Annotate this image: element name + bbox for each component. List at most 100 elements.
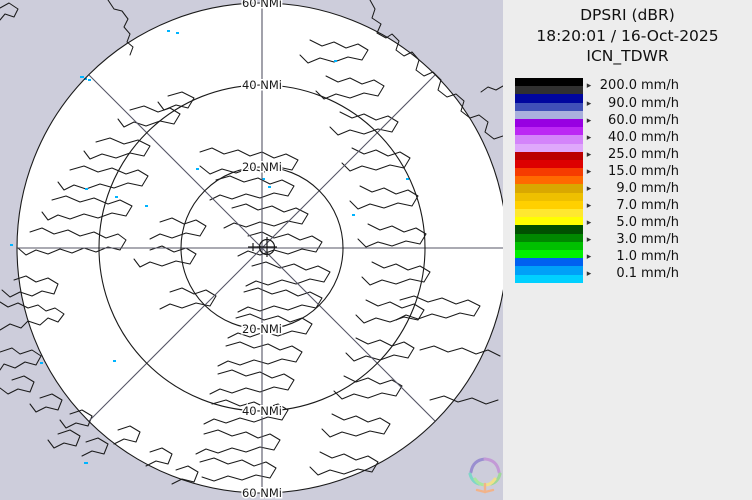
color-scale-band <box>515 143 583 152</box>
legend-tick-icon: ▸ <box>586 218 592 228</box>
color-scale-legend[interactable]: ▸ 200.0 mm/h ▸ 90.0 mm/h ▸ 60.0 mm/h ▸ 40.0 mm/h ▸ 25… <box>511 78 752 286</box>
legend-unit: mm/h <box>641 181 679 196</box>
legend-entry[interactable]: ▸ 90.0 mm/h <box>583 96 679 112</box>
color-scale-bar <box>515 78 583 283</box>
color-scale-band <box>515 176 583 185</box>
range-ring-label: 20 NMi <box>242 322 282 336</box>
legend-unit: mm/h <box>641 198 679 213</box>
color-scale-band <box>515 209 583 218</box>
radar-site-name: ICN_TDWR <box>586 47 669 65</box>
radar-image-panel[interactable]: 60 NMi 60 NMi 60 NMi 60 NMi 40 NMi 40 NMi 40 N… <box>0 0 503 500</box>
info-panel: DPSRI (dBR) 18:20:01 / 16-Oct-2025 ICN_T… <box>503 0 752 500</box>
legend-entry[interactable]: ▸ 9.0 mm/h <box>583 181 679 197</box>
color-scale-band <box>515 274 583 283</box>
color-scale-band <box>515 266 583 275</box>
legend-entry[interactable]: ▸ 1.0 mm/h <box>583 249 679 265</box>
legend-entry[interactable]: ▸ 5.0 mm/h <box>583 215 679 231</box>
legend-tick-icon: ▸ <box>586 201 592 211</box>
legend-unit: mm/h <box>641 215 679 230</box>
range-ring-label-halo: 60 NMi <box>242 486 282 500</box>
range-ring-label: 60 NMi <box>242 0 282 10</box>
range-ring-label: 20 NMi <box>242 160 282 174</box>
color-scale-band <box>515 127 583 136</box>
legend-value: 0.1 <box>616 266 637 281</box>
legend-unit: mm/h <box>641 232 679 247</box>
legend-unit: mm/h <box>641 164 679 179</box>
color-scale-band <box>515 249 583 259</box>
legend-tick-icon: ▸ <box>586 184 592 194</box>
legend-unit: mm/h <box>641 266 679 281</box>
color-scale-band <box>515 118 583 128</box>
legend-entry[interactable]: ▸ 40.0 mm/h <box>583 130 679 146</box>
range-ring-circles <box>16 2 503 494</box>
legend-value: 25.0 <box>608 147 637 162</box>
range-ring-label-halo: 40 NMi <box>242 78 282 92</box>
legend-tick-icon: ▸ <box>586 81 592 91</box>
legend-value: 5.0 <box>616 215 637 230</box>
precipitation-echo-pixels <box>10 30 409 464</box>
color-scale-band <box>515 78 583 87</box>
color-scale-band <box>515 217 583 226</box>
legend-entry[interactable]: ▸ 25.0 mm/h <box>583 147 679 163</box>
legend-tick-icon: ▸ <box>586 133 592 143</box>
color-scale-band <box>515 192 583 201</box>
legend-value: 90.0 <box>608 96 637 111</box>
range-ring-label: 40 NMi <box>242 78 282 92</box>
legend-tick-icon: ▸ <box>586 252 592 262</box>
color-scale-band <box>515 241 583 250</box>
legend-value: 40.0 <box>608 130 637 145</box>
legend-tick-icon: ▸ <box>586 167 592 177</box>
color-scale-band <box>515 110 583 119</box>
color-scale-band <box>515 102 583 111</box>
legend-tick-icon: ▸ <box>586 235 592 245</box>
legend-tick-icon: ▸ <box>586 99 592 109</box>
legend-entry[interactable]: ▸ 7.0 mm/h <box>583 198 679 214</box>
color-scale-band <box>515 225 583 234</box>
legend-tick-icon: ▸ <box>586 150 592 160</box>
color-scale-band <box>515 200 583 209</box>
legend-value: 60.0 <box>608 113 637 128</box>
range-ring-label-halo: 40 NMi <box>242 404 282 418</box>
range-ring-label-halo: 60 NMi <box>242 0 282 10</box>
range-ring-label-halo: 20 NMi <box>242 322 282 336</box>
color-scale-band <box>515 151 583 160</box>
legend-unit: mm/h <box>641 78 679 93</box>
legend-entry[interactable]: ▸ 15.0 mm/h <box>583 164 679 180</box>
range-ring-label: 40 NMi <box>242 404 282 418</box>
legend-unit: mm/h <box>641 249 679 264</box>
color-scale-band <box>515 135 583 144</box>
legend-unit: mm/h <box>641 113 679 128</box>
color-scale-band <box>515 258 583 267</box>
range-ring-label-halo: 20 NMi <box>242 160 282 174</box>
color-scale-band <box>515 159 583 169</box>
product-timestamp: 18:20:01 / 16-Oct-2025 <box>536 26 719 45</box>
legend-value: 200.0 <box>599 78 637 93</box>
product-title-block: DPSRI (dBR) 18:20:01 / 16-Oct-2025 ICN_T… <box>503 5 752 67</box>
legend-entry[interactable]: ▸ 60.0 mm/h <box>583 113 679 129</box>
rainbow-tree-logo <box>468 457 502 494</box>
color-scale-band <box>515 168 583 177</box>
product-name: DPSRI (dBR) <box>580 6 675 24</box>
range-ring-label: 60 NMi <box>242 486 282 500</box>
legend-entry[interactable]: ▸ 200.0 mm/h <box>583 78 679 94</box>
legend-entry[interactable]: ▸ 0.1 mm/h <box>583 266 679 282</box>
radar-site-marker <box>248 237 277 257</box>
legend-tick-icon: ▸ <box>586 269 592 279</box>
color-scale-band <box>515 233 583 242</box>
color-scale-labels: ▸ 200.0 mm/h ▸ 90.0 mm/h ▸ 60.0 mm/h ▸ 40.0 mm/h ▸ 25… <box>583 78 751 283</box>
legend-value: 3.0 <box>616 232 637 247</box>
legend-unit: mm/h <box>641 130 679 145</box>
legend-entry[interactable]: ▸ 3.0 mm/h <box>583 232 679 248</box>
color-scale-band <box>515 94 583 103</box>
color-scale-band <box>515 86 583 95</box>
coastline-map <box>0 0 503 485</box>
legend-unit: mm/h <box>641 147 679 162</box>
legend-value: 1.0 <box>616 249 637 264</box>
legend-value: 9.0 <box>616 181 637 196</box>
color-scale-band <box>515 184 583 193</box>
legend-value: 15.0 <box>608 164 637 179</box>
legend-unit: mm/h <box>641 96 679 111</box>
